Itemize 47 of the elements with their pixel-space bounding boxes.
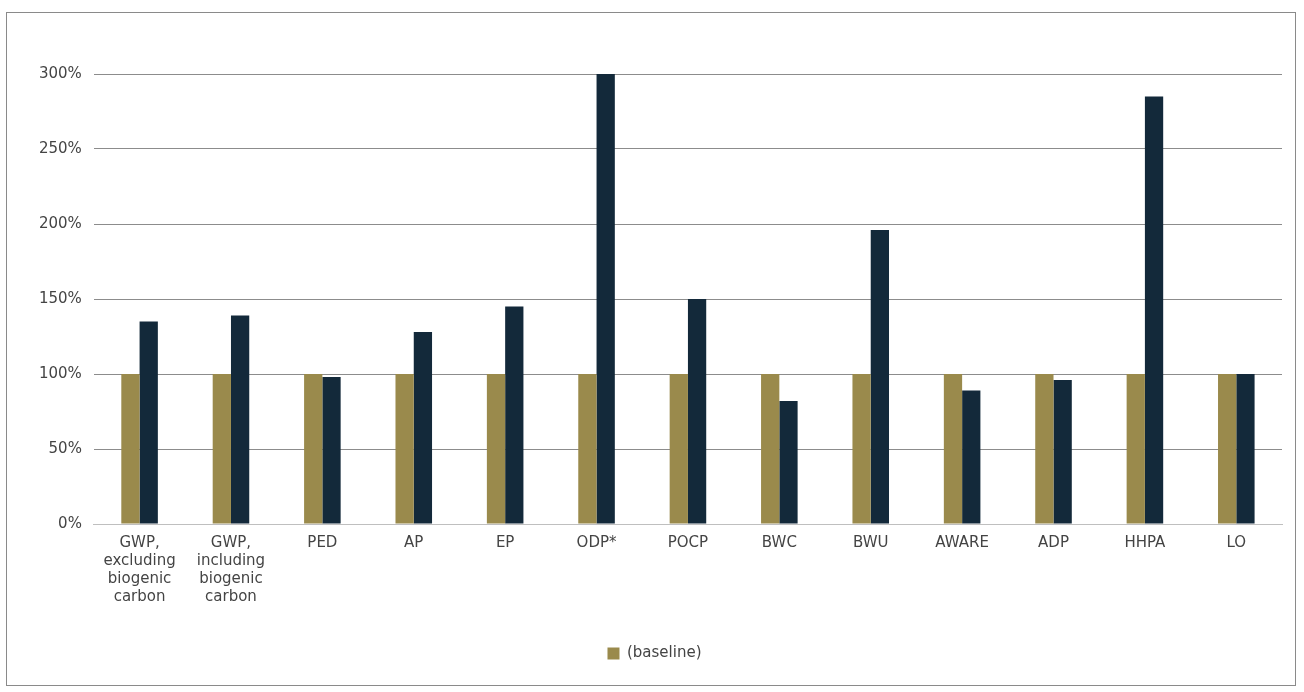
x-tick-label: BWC	[761, 532, 797, 551]
x-tick-label: PED	[307, 532, 338, 551]
bar	[962, 390, 981, 524]
y-tick-label: 200%	[38, 213, 82, 232]
legend-label: (baseline)	[626, 643, 702, 662]
bar	[943, 374, 963, 524]
y-tick-label: 250%	[38, 138, 82, 157]
x-tick-label: EP	[495, 532, 515, 551]
y-tick-label: 0%	[58, 513, 82, 532]
bar	[1144, 96, 1164, 524]
x-tick-label: ADP	[1038, 532, 1069, 551]
bar	[1035, 374, 1054, 524]
bar	[1236, 374, 1255, 524]
bar	[596, 74, 615, 524]
bar	[852, 374, 871, 524]
y-tick-label: 100%	[38, 363, 82, 382]
bar	[121, 374, 140, 524]
x-tick-label: POCP	[667, 532, 709, 551]
x-tick-label: GWP, including biogenic carbon	[196, 532, 266, 605]
bar	[139, 321, 158, 524]
y-tick-label: 300%	[38, 63, 82, 82]
bar	[1053, 380, 1072, 524]
bar	[304, 374, 323, 524]
bar	[413, 332, 433, 524]
bar	[779, 401, 798, 524]
x-tick-label: BWU	[852, 532, 889, 551]
bar	[230, 315, 250, 524]
x-tick-label: GWP, excluding biogenic carbon	[103, 532, 176, 605]
bar	[212, 374, 231, 524]
bar	[870, 230, 890, 524]
x-tick-label: ODP*	[576, 532, 617, 551]
bar	[505, 306, 524, 524]
x-tick-label: HHPA	[1124, 532, 1167, 551]
x-tick-label: LO	[1226, 532, 1247, 551]
bar	[761, 374, 780, 524]
bar	[669, 374, 688, 524]
bar	[1126, 374, 1145, 524]
x-tick-label: AWARE	[935, 532, 989, 551]
y-tick-label: 50%	[48, 438, 82, 457]
bar	[1218, 374, 1237, 524]
bar	[578, 374, 597, 524]
bar	[687, 299, 707, 524]
bar	[322, 377, 341, 524]
bar	[486, 374, 506, 524]
x-tick-label: AP	[404, 532, 424, 551]
y-tick-label: 150%	[38, 288, 82, 307]
bar	[395, 374, 414, 524]
